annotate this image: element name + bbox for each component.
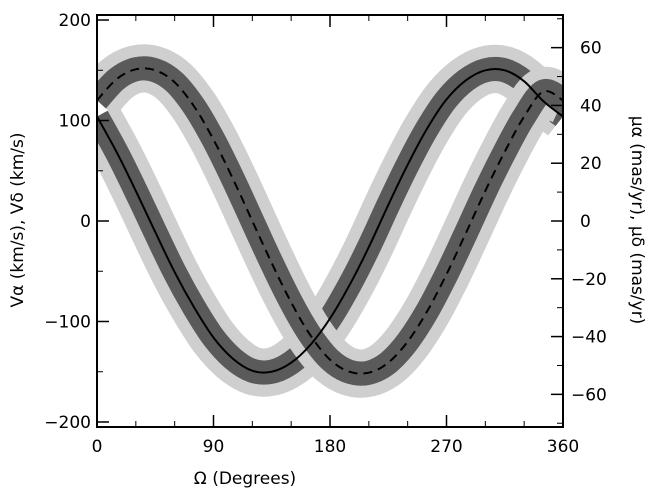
uncertainty-bands [97,44,563,398]
y2-tick-label: 40 [580,96,602,116]
y2-tick-label: 20 [580,154,602,174]
series-lines [96,67,564,375]
solid-series-line [96,67,564,374]
y2-tick-label: 60 [580,39,602,59]
x-tick-label: 180 [314,437,346,457]
x-tick-label: 0 [92,437,103,457]
y-tick-label: −100 [44,312,91,332]
x-tick-label: 90 [203,437,225,457]
dashed-series-line [96,67,564,375]
x-tick-label: 360 [547,437,579,457]
y2-tick-label: −40 [571,328,607,348]
y2-tick-label: 0 [580,212,591,232]
x-tick-label: 270 [430,437,462,457]
axis-ticks [96,15,564,427]
y-tick-label: 100 [59,112,91,132]
y2-tick-label: −60 [571,385,607,405]
y-tick-label: −200 [44,413,91,433]
tick-labels: 0 90 180 270 360−200−1000100200−60−40−200204… [44,11,607,457]
y-tick-label: 200 [59,11,91,31]
y2-tick-label: −20 [571,270,607,290]
x-axis-label: Ω (Degrees) [194,469,296,489]
y-axis-label: Vα (km/s), Vδ (km/s) [8,133,28,308]
y2-axis-label: μα (mas/yr), μδ (mas/yr) [627,116,647,325]
y-tick-label: 0 [80,212,91,232]
